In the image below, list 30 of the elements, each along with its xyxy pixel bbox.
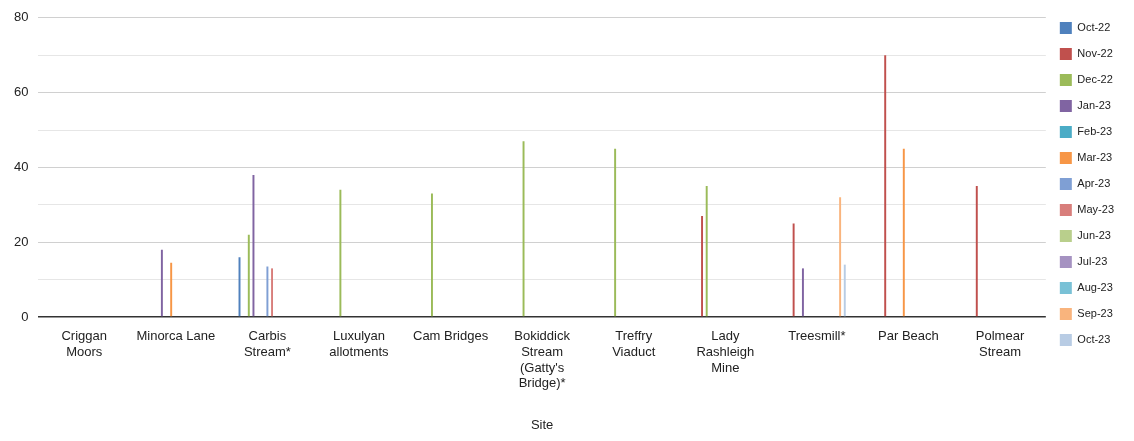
x-tick-label: Par Beach xyxy=(878,328,939,344)
legend-label: Feb-23 xyxy=(1077,125,1113,138)
legend-label: May-23 xyxy=(1077,203,1115,216)
x-tick-label: Treesmill* xyxy=(788,328,846,344)
x-tick-label: Polmear Stream xyxy=(975,328,1025,359)
legend-label: Apr-23 xyxy=(1077,177,1111,190)
legend-label: Dec-22 xyxy=(1077,73,1113,86)
x-axis-title: Site xyxy=(530,416,554,432)
legend-label: Jan-23 xyxy=(1077,99,1111,112)
y-tick-label: 20 xyxy=(13,233,29,249)
x-tick-label: Minorca Lane xyxy=(136,328,216,344)
x-tick-label: Criggan Moors xyxy=(61,328,108,359)
x-tick-label: Treffry Viaduct xyxy=(612,328,656,359)
y-tick-label: 60 xyxy=(13,84,29,100)
legend-label: Oct-22 xyxy=(1077,21,1111,34)
legend-label: Aug-23 xyxy=(1077,281,1113,294)
legend-label: Mar-23 xyxy=(1077,151,1113,164)
x-tick-label: Carbis Stream* xyxy=(243,328,291,359)
x-tick-label: Cam Bridges xyxy=(412,328,489,344)
legend-label: Jun-23 xyxy=(1077,229,1111,242)
x-tick-label: Bokiddick Stream (Gatty's Bridge)* xyxy=(514,328,571,391)
y-tick-label: 80 xyxy=(13,9,29,25)
legend-label: Nov-22 xyxy=(1077,47,1113,60)
legend-label: Sep-23 xyxy=(1077,307,1113,320)
x-tick-label: Lady Rashleigh Mine xyxy=(696,328,755,375)
y-tick-label: 0 xyxy=(21,308,29,324)
legend-label: Oct-23 xyxy=(1077,333,1111,346)
x-tick-label: Luxulyan allotments xyxy=(329,328,390,359)
y-tick-label: 40 xyxy=(13,158,29,174)
legend-label: Jul-23 xyxy=(1077,255,1108,268)
